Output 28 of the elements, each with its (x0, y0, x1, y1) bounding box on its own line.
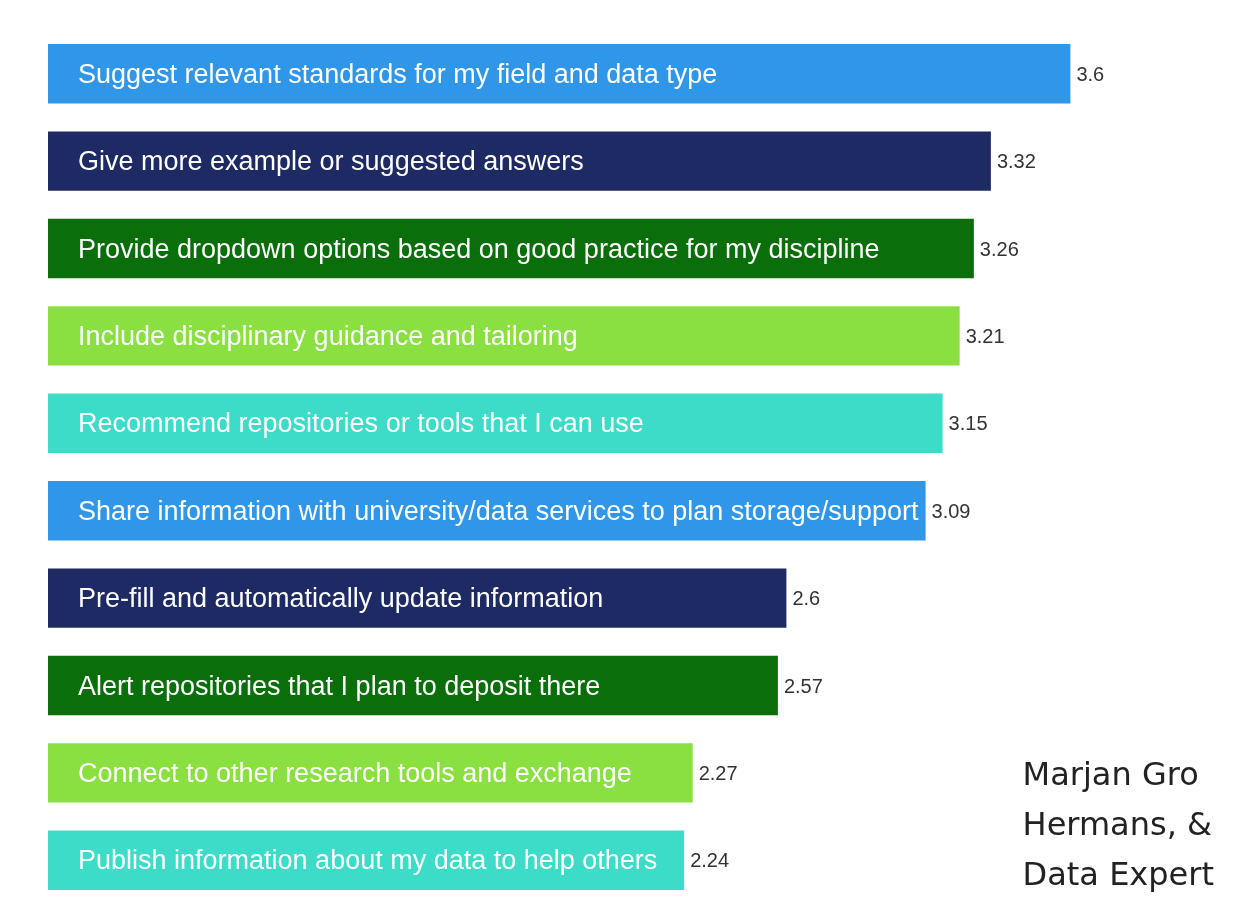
data-label: 3.15 (948, 412, 988, 435)
data-label: 2.57 (783, 674, 823, 697)
bar (48, 306, 960, 366)
data-label: 2.27 (698, 761, 738, 784)
bar (48, 131, 991, 191)
y-tick-label: Give more example or suggested answers (78, 146, 584, 177)
y-tick-label: Recommend repositories or tools that I can use (78, 408, 644, 439)
y-tick-label: Alert repositories that I plan to deposit there (78, 670, 601, 701)
y-tick-label: Pre-fill and automatically update information (78, 583, 604, 614)
bar (48, 568, 787, 628)
annotation: Marjan Gro Hermans, & Data Expert (1022, 755, 1214, 893)
data-label: 3.32 (996, 150, 1036, 173)
y-tick-label: Provide dropdown options based on good practice for my discipline (78, 233, 880, 264)
bar (48, 393, 943, 454)
data-label: 3.26 (979, 237, 1019, 260)
data-label: 3.09 (931, 499, 971, 522)
bar (48, 743, 693, 803)
bar (48, 43, 1071, 104)
data-label: 3.6 (1076, 62, 1105, 85)
data-label: 3.21 (965, 324, 1005, 347)
data-label: 2.6 (792, 587, 821, 610)
data-label: 2.24 (690, 849, 730, 872)
y-tick-label: Publish information about my data to help others (78, 845, 658, 876)
bar (48, 655, 778, 716)
y-tick-label: Connect to other research tools and exchange (78, 757, 632, 788)
y-tick-label: Suggest relevant standards for my field and data type (78, 58, 718, 89)
y-tick-label: Include disciplinary guidance and tailoring (78, 320, 578, 351)
y-tick-label: Share information with university/data services to plan storage/support (78, 495, 919, 526)
